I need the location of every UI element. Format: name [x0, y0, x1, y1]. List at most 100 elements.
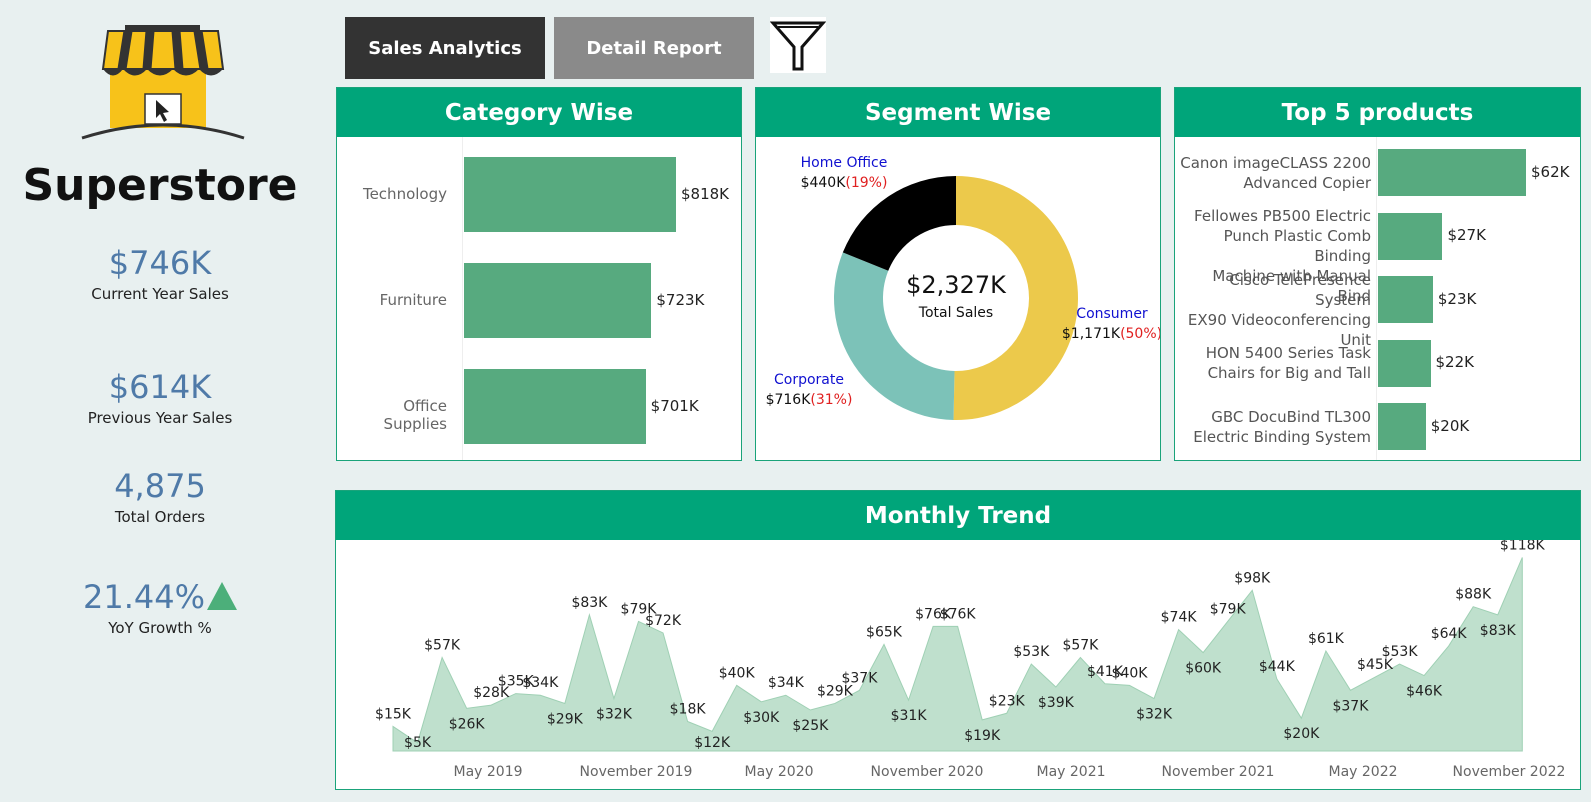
- trend-point-label: $5K: [404, 735, 432, 751]
- bar-value-label: $23K: [1437, 289, 1477, 308]
- bar-value-label: $62K: [1531, 162, 1570, 181]
- kpi-previous-year-sales: $614K Previous Year Sales: [0, 369, 320, 428]
- trend-point-label: $64K: [1431, 626, 1468, 642]
- bar-value-label: $22K: [1435, 353, 1474, 371]
- product-bar: [1378, 149, 1526, 196]
- trend-point-label: $19K: [964, 728, 1001, 744]
- x-tick-label: May 2022: [1328, 764, 1397, 780]
- category-chart: Technology $818K Furniture $723K Office Supp…: [337, 137, 741, 460]
- total-sales-value: $2,327K: [906, 271, 1007, 299]
- trend-point-label: $29K: [547, 711, 584, 727]
- product-label: Canon imageCLASS 2200 Advanced Copier: [1180, 153, 1371, 192]
- trend-point-label: $39K: [1038, 695, 1075, 711]
- trend-point-label: $15K: [375, 706, 412, 722]
- trend-panel: Monthly Trend $15K $5K $57K $26K $28K $35K $34…: [335, 490, 1581, 790]
- product-bar: [1378, 403, 1426, 450]
- trend-point-label: $118K: [1500, 540, 1546, 553]
- product-label: HON 5400 Series Task Chairs for Big and T…: [1205, 344, 1371, 382]
- tab-sales-analytics[interactable]: Sales Analytics: [345, 17, 545, 79]
- trend-point-label: $34K: [522, 675, 559, 691]
- tab-detail-report[interactable]: Detail Report: [554, 17, 754, 79]
- product-label: Cisco TelePresence System EX90 Videoconfe…: [1187, 270, 1371, 349]
- total-sales-label: Total Sales: [918, 305, 993, 321]
- trend-point-label: $88K: [1455, 587, 1492, 603]
- kpi-label: Current Year Sales: [91, 285, 229, 304]
- trend-point-label: $76K: [940, 606, 977, 622]
- category-panel: Category Wise Technology $818K Furniture $7…: [336, 87, 742, 461]
- kpi-yoy-growth: 21.44% YoY Growth %: [0, 578, 320, 638]
- trend-point-label: $32K: [1136, 707, 1173, 723]
- trend-point-label: $32K: [596, 707, 633, 723]
- segment-donut-chart: $2,327K Total Sales Consumer $1,171K(50%) Co…: [766, 155, 1160, 420]
- top5-panel: Top 5 products Canon imageCLASS 2200 Adva…: [1174, 87, 1581, 461]
- category-bar: [464, 369, 646, 444]
- trend-point-label: $83K: [571, 595, 608, 611]
- trend-point-label: $53K: [1013, 644, 1050, 660]
- segment-panel: Segment Wise $2,327K Total Sales Consumer $…: [755, 87, 1161, 461]
- category-label: Technology: [362, 184, 447, 203]
- up-arrow-icon: [207, 582, 237, 610]
- bar-value-label: $723K: [656, 290, 705, 309]
- trend-point-label: $45K: [1357, 657, 1394, 673]
- trend-point-label: $83K: [1480, 623, 1517, 639]
- trend-point-label: $31K: [891, 708, 928, 724]
- category-label: Office Supplies: [383, 396, 447, 433]
- product-label: GBC DocuBind TL300 Electric Binding Syste…: [1193, 407, 1371, 446]
- top5-chart: Canon imageCLASS 2200 Advanced Copier $62K…: [1175, 137, 1580, 460]
- segment-value-label: $716K(31%): [766, 392, 853, 408]
- donut-slice-home-office: [842, 176, 956, 271]
- store-logo-icon: [81, 25, 245, 140]
- trend-point-label: $44K: [1259, 659, 1296, 675]
- trend-point-label: $40K: [1112, 665, 1149, 681]
- trend-point-label: $26K: [449, 716, 486, 732]
- panel-title: Monthly Trend: [336, 491, 1580, 540]
- category-bar: [464, 263, 652, 338]
- trend-point-label: $74K: [1161, 610, 1198, 626]
- bar-value-label: $701K: [650, 396, 699, 415]
- x-tick-label: May 2019: [453, 764, 522, 780]
- bar-value-label: $20K: [1430, 416, 1470, 435]
- trend-point-label: $60K: [1185, 661, 1222, 677]
- trend-area: [392, 557, 1523, 752]
- panel-title: Top 5 products: [1175, 88, 1580, 137]
- donut-slice-corporate: [834, 252, 955, 420]
- trend-point-label: $30K: [743, 710, 780, 726]
- panel-title: Category Wise: [337, 88, 741, 137]
- trend-point-label: $25K: [792, 718, 829, 734]
- x-tick-label: May 2020: [744, 764, 813, 780]
- trend-point-label: $72K: [645, 613, 682, 629]
- kpi-value: $746K: [108, 244, 212, 282]
- trend-point-label: $35K: [498, 674, 535, 690]
- panel-title: Segment Wise: [756, 88, 1160, 137]
- segment-name-label: Home Office: [801, 155, 888, 171]
- product-bar: [1378, 339, 1431, 387]
- trend-point-label: $41K: [1087, 664, 1124, 680]
- trend-point-label: $79K: [621, 601, 658, 617]
- product-bar: [1378, 212, 1443, 260]
- kpi-value: 21.44%: [82, 578, 205, 616]
- category-label: Furniture: [379, 290, 447, 309]
- kpi-label: Previous Year Sales: [87, 409, 233, 428]
- trend-point-label: $28K: [473, 685, 510, 701]
- x-tick-label: November 2021: [1162, 764, 1275, 780]
- trend-point-label: $65K: [866, 624, 903, 640]
- trend-point-label: $76K: [915, 606, 952, 622]
- trend-point-label: $23K: [989, 693, 1026, 709]
- kpi-value: 4,875: [114, 467, 206, 505]
- kpi-label: YoY Growth %: [108, 619, 212, 638]
- filter-icon[interactable]: [770, 17, 826, 73]
- trend-point-label: $98K: [1234, 570, 1271, 586]
- product-label: Fellowes PB500 Electric Punch Plastic Com…: [1194, 207, 1371, 305]
- trend-point-label: $29K: [817, 683, 854, 699]
- segment-name-label: Consumer: [1076, 306, 1148, 322]
- product-bar: [1378, 276, 1433, 323]
- trend-point-label: $46K: [1406, 684, 1443, 700]
- category-bar: [464, 157, 676, 232]
- segment-value-label: $1,171K(50%): [1062, 326, 1160, 342]
- segment-value-label: $440K(19%): [801, 175, 888, 191]
- bar-value-label: $27K: [1447, 226, 1486, 244]
- donut-slice-consumer: [953, 176, 1079, 420]
- trend-point-label: $20K: [1283, 726, 1320, 742]
- trend-point-label: $12K: [694, 735, 731, 751]
- kpi-label: Total Orders: [114, 508, 206, 527]
